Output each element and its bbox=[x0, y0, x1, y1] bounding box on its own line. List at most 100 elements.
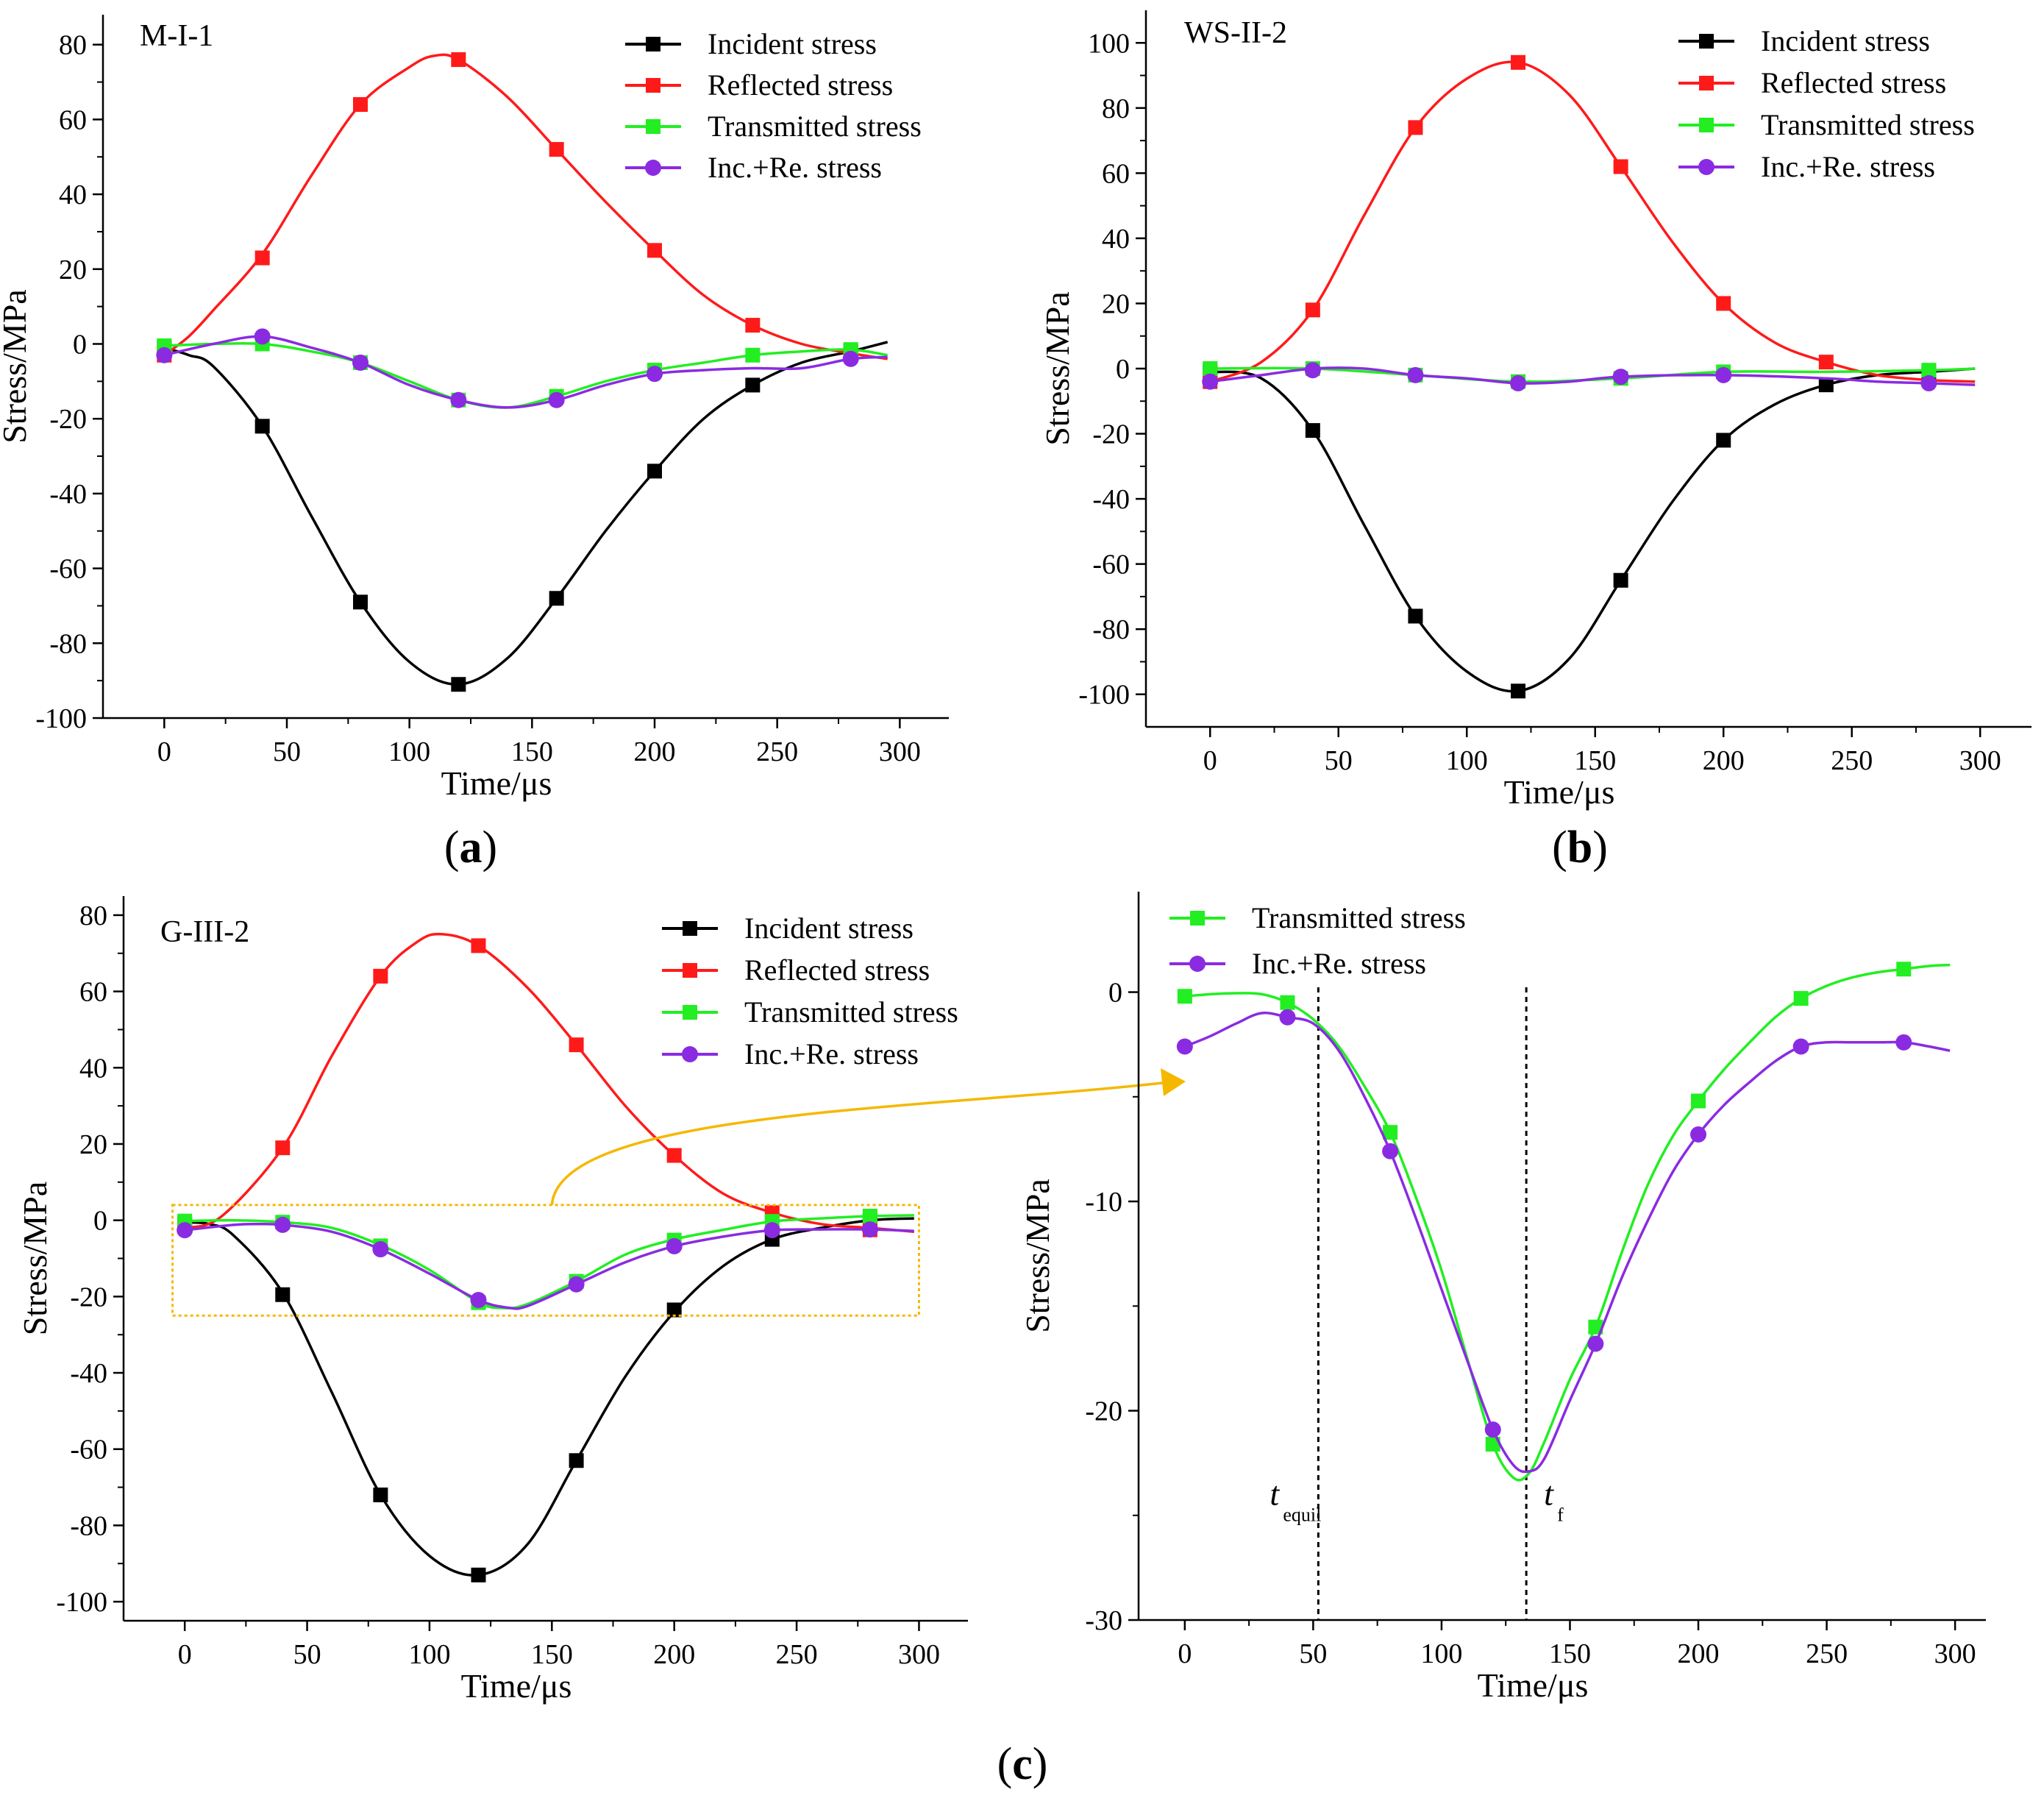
y-tick-label: 40 bbox=[79, 1053, 107, 1084]
data-point-incident bbox=[1305, 423, 1320, 438]
series-line-transmitted bbox=[185, 1214, 914, 1310]
y-tick-label: -100 bbox=[56, 1587, 107, 1618]
series-increflected bbox=[177, 1216, 914, 1310]
data-point-incident bbox=[451, 677, 466, 692]
legend-label: Reflected stress bbox=[708, 68, 893, 102]
x-tick-label: 250 bbox=[756, 736, 798, 767]
x-tick-label: 50 bbox=[1325, 745, 1353, 776]
caption-close: ) bbox=[1592, 823, 1608, 873]
data-point-transmitted bbox=[1485, 1437, 1500, 1452]
legend: Transmitted stress Inc.+Re. stress bbox=[1169, 901, 1466, 980]
x-tick-label: 150 bbox=[1574, 745, 1616, 776]
legend-label: Transmitted stress bbox=[744, 995, 958, 1029]
x-tick-label: 0 bbox=[178, 1639, 192, 1670]
data-point-increflected bbox=[647, 366, 663, 383]
y-tick-label: 40 bbox=[59, 180, 87, 210]
y-tick-label: -80 bbox=[70, 1510, 107, 1541]
series-line-incident bbox=[163, 341, 889, 686]
legend: Incident stress Reflected stress Transmitt… bbox=[625, 27, 922, 184]
series-line-transmitted bbox=[164, 341, 888, 409]
series-line-incident bbox=[185, 1217, 914, 1577]
y-tick-label: -40 bbox=[1092, 484, 1130, 515]
y-tick-label: 0 bbox=[1108, 978, 1122, 1009]
x-tick-label: 0 bbox=[157, 736, 171, 767]
series-incident bbox=[1203, 364, 1976, 699]
series-reflected bbox=[1203, 54, 1976, 389]
y-tick-label: 40 bbox=[1102, 224, 1130, 255]
data-point-increflected bbox=[1202, 373, 1219, 390]
y-tick-label: 20 bbox=[1102, 288, 1130, 319]
data-point-incident bbox=[373, 1487, 388, 1502]
legend-marker-reflected bbox=[1699, 76, 1714, 90]
data-point-incident bbox=[1511, 683, 1526, 699]
y-tick-label: 80 bbox=[59, 30, 87, 61]
data-point-reflected bbox=[451, 52, 466, 68]
data-point-increflected bbox=[568, 1276, 585, 1293]
data-point-increflected bbox=[1792, 1038, 1809, 1055]
legend-label: Incident stress bbox=[744, 912, 914, 945]
y-axis-title: Stress/MPa bbox=[0, 289, 33, 444]
x-tick-label: 50 bbox=[1299, 1638, 1327, 1669]
x-tick-label: 100 bbox=[1420, 1638, 1462, 1669]
y-tick-label: -60 bbox=[49, 554, 87, 585]
x-tick-label: 200 bbox=[1703, 745, 1745, 776]
x-tick-label: 250 bbox=[1806, 1638, 1848, 1669]
data-point-transmitted bbox=[1203, 361, 1218, 376]
y-tick-label: 20 bbox=[59, 255, 87, 285]
y-tick-label: -80 bbox=[1092, 614, 1130, 645]
vline-sub-0: equil bbox=[1283, 1505, 1321, 1526]
data-point-increflected bbox=[470, 1292, 487, 1309]
y-axis-title: Stress/MPa bbox=[1019, 1179, 1056, 1333]
x-tick-label: 200 bbox=[634, 736, 676, 767]
legend-label: Inc.+Re. stress bbox=[708, 151, 882, 184]
data-point-incident bbox=[666, 1302, 682, 1318]
legend-label: Transmitted stress bbox=[1761, 108, 1975, 141]
y-tick-label: -20 bbox=[1085, 1396, 1122, 1427]
y-tick-label: 0 bbox=[1116, 354, 1130, 385]
x-axis-title: Time/μs bbox=[1478, 1666, 1589, 1704]
series-increflected bbox=[156, 328, 888, 409]
zoom-box bbox=[171, 1204, 920, 1317]
data-point-reflected bbox=[1511, 54, 1526, 70]
x-tick-label: 200 bbox=[653, 1639, 695, 1670]
data-point-increflected bbox=[1510, 374, 1527, 391]
x-tick-label: 150 bbox=[531, 1639, 573, 1670]
data-point-increflected bbox=[1587, 1335, 1604, 1352]
data-point-increflected bbox=[1920, 374, 1937, 391]
data-point-incident bbox=[353, 594, 368, 610]
legend-marker-incident bbox=[1699, 34, 1714, 49]
y-tick-label: 20 bbox=[79, 1129, 107, 1160]
y-tick-label: 100 bbox=[1088, 28, 1130, 59]
x-tick-label: 200 bbox=[1678, 1638, 1720, 1669]
legend-label: Reflected stress bbox=[1761, 66, 1946, 99]
y-tick-label: 60 bbox=[1102, 158, 1130, 189]
y-tick-label: -30 bbox=[1085, 1605, 1122, 1636]
legend-marker-transmitted bbox=[1699, 118, 1714, 132]
chart-a: 0 50 100 150 200 250 300 -100 -80 -60 -40 -20 0 20 40 6… bbox=[0, 15, 949, 802]
caption-open: ( bbox=[444, 823, 460, 873]
y-tick-label: -20 bbox=[1092, 419, 1130, 450]
x-tick-label: 50 bbox=[293, 1639, 321, 1670]
chart-c1: 0 50 100 150 200 250 300-100-80-60-40-20020406… bbox=[16, 896, 1186, 1705]
data-point-transmitted bbox=[745, 347, 761, 363]
zoom-arrow bbox=[550, 1080, 1176, 1206]
y-tick-label: 0 bbox=[93, 1206, 107, 1237]
data-point-incident bbox=[254, 419, 270, 434]
y-axis-title: Stress/MPa bbox=[1039, 291, 1076, 446]
legend: Incident stress Reflected stress Transmitt… bbox=[662, 912, 958, 1070]
data-point-increflected bbox=[274, 1216, 291, 1233]
data-point-reflected bbox=[373, 968, 388, 984]
data-point-increflected bbox=[763, 1222, 780, 1239]
x-tick-label: 0 bbox=[1178, 1638, 1192, 1669]
data-point-incident bbox=[1613, 572, 1628, 588]
y-tick-label: -100 bbox=[1078, 680, 1130, 711]
data-point-increflected bbox=[1895, 1034, 1912, 1051]
x-tick-label: 150 bbox=[511, 736, 553, 767]
legend-label: Incident stress bbox=[708, 27, 877, 60]
data-point-incident bbox=[471, 1567, 486, 1582]
caption-letter: c bbox=[1012, 1739, 1033, 1789]
data-point-reflected bbox=[275, 1140, 291, 1156]
data-point-reflected bbox=[471, 938, 486, 953]
data-point-reflected bbox=[569, 1037, 584, 1053]
legend-marker-reflected bbox=[646, 78, 660, 93]
